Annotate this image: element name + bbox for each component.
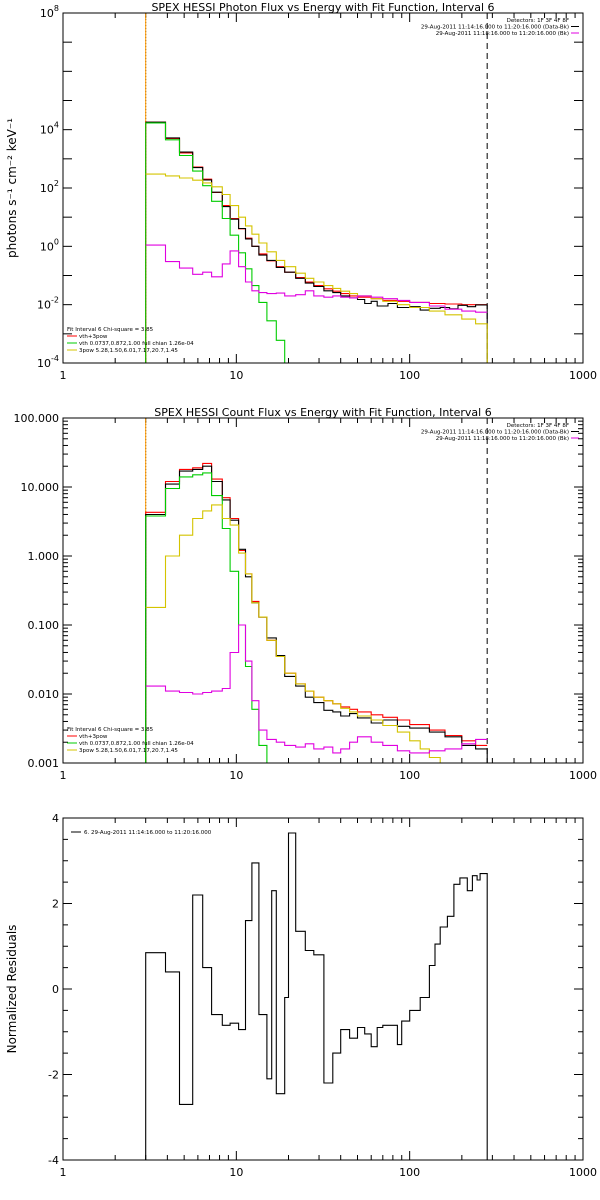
y-tick-label: 10-4: [37, 354, 59, 370]
y-tick-label: 100: [40, 237, 59, 253]
x-tick-label: 1000: [569, 769, 597, 782]
series-line-vth-3pow: [145, 121, 488, 363]
y-axis-label: photons s⁻¹ cm⁻² keV⁻¹: [5, 118, 19, 258]
y-axis-label: Normalized Residuals: [5, 925, 19, 1054]
y-tick-base: 10: [37, 357, 51, 370]
panel-1: SPEX HESSI Photon Flux vs Energy with Fi…: [5, 1, 597, 382]
y-tick-base: 10: [40, 124, 54, 137]
series-group: [145, 462, 488, 763]
series-line-data-bk: [145, 121, 488, 363]
y-tick-exponent: 2: [54, 179, 59, 188]
y-tick-label: 0.100: [28, 619, 60, 632]
y-tick-base: 10: [40, 7, 54, 20]
y-tick-label: 10-2: [37, 296, 59, 312]
legend-bottom-left-line: vth 0.0737,0.872,1.00 full chian 1.26e-0…: [79, 341, 194, 347]
plot-frame: [62, 817, 584, 1161]
series-line-residuals: [145, 832, 488, 1160]
y-tick-exponent: 8: [54, 4, 59, 13]
chart-title: SPEX HESSI Count Flux vs Energy with Fit…: [154, 406, 491, 419]
legend-bottom-left-line: 3pow 5.28,1.50,6.01,7.17,20.7,1.45: [79, 348, 178, 354]
x-tick-label: 1: [60, 369, 67, 382]
y-tick-label: 4: [52, 812, 59, 825]
series-line-vth-3pow: [145, 462, 488, 763]
y-tick-exponent: -4: [51, 354, 59, 363]
legend-top-right-line: 29-Aug-2011 11:14:16.000 to 11:20:16.000…: [421, 430, 569, 436]
x-tick-label: 1000: [569, 1166, 597, 1179]
legend-bottom-left-line: vth+3pow: [79, 334, 108, 340]
series-line-vth: [145, 472, 268, 763]
panel-3: 1 10 100 1000 -4 -2 0 2 4 Normalized Residuals 6. …: [5, 812, 597, 1179]
x-tick-label: 1: [60, 769, 67, 782]
x-tick-label: 10: [229, 369, 243, 382]
y-tick-label: 108: [40, 4, 59, 20]
y-tick-base: 10: [37, 299, 51, 312]
series-line-3pow: [145, 504, 441, 763]
x-tick-label: 10: [229, 769, 243, 782]
y-tick-label: 0.010: [28, 688, 60, 701]
plot-frame: [62, 12, 584, 364]
x-tick-label: 100: [399, 769, 420, 782]
series-line-bk: [145, 244, 488, 313]
plot-frame: [62, 417, 584, 764]
legend-bottom-left-line: Fit Interval 6 Chi-square = 3.85: [67, 327, 154, 333]
y-tick-label: 0.001: [28, 757, 60, 770]
legend-bottom-left-line: 3pow 5.28,1.50,6.01,7.17,20.7,1.45: [79, 748, 178, 754]
legend-top-right-line: Detectors: 1F 3F 4F 8F: [507, 423, 569, 429]
series-line-vth: [145, 122, 286, 363]
y-tick-label: 2: [52, 898, 59, 911]
panel-2: SPEX HESSI Count Flux vs Energy with Fit…: [14, 406, 598, 782]
x-tick-label: 100: [399, 369, 420, 382]
y-tick-base: 10: [40, 240, 54, 253]
y-tick-label: 10.000: [21, 481, 60, 494]
series-line-bk: [145, 624, 488, 754]
series-line-data-bk: [145, 465, 488, 763]
x-tick-label: 100: [399, 1166, 420, 1179]
legend-bottom-left-line: Fit Interval 6 Chi-square = 3.85: [67, 727, 154, 733]
y-tick-label: -4: [48, 1154, 59, 1167]
y-tick-label: 0: [52, 983, 59, 996]
series-group: [145, 832, 488, 1160]
legend-bottom-left-line: vth+3pow: [79, 734, 108, 740]
y-tick-label: 1.000: [28, 550, 60, 563]
y-tick-exponent: 0: [54, 237, 59, 246]
y-tick-label: 102: [40, 179, 59, 195]
y-tick-label: -2: [48, 1069, 59, 1082]
series-line-3pow: [145, 173, 488, 363]
x-tick-label: 1: [60, 1166, 67, 1179]
legend-top-right-line: 29-Aug-2011 11:18:16.000 to 11:20:16.000…: [436, 31, 569, 37]
chart-title: SPEX HESSI Photon Flux vs Energy with Fi…: [151, 1, 494, 14]
legend-top-left-text: 6. 29-Aug-2011 11:14:16.000 to 11:20:16.…: [84, 830, 212, 836]
x-tick-label: 10: [229, 1166, 243, 1179]
legend-top-right-line: 29-Aug-2011 11:14:16.000 to 11:20:16.000…: [421, 25, 569, 31]
x-tick-label: 1000: [569, 369, 597, 382]
legend-top-right-line: 29-Aug-2011 11:18:16.000 to 11:20:16.000…: [436, 436, 569, 442]
y-tick-label: 100.000: [14, 412, 60, 425]
legend-bottom-left-line: vth 0.0737,0.872,1.00 full chian 1.26e-0…: [79, 741, 194, 747]
y-tick-label: 104: [40, 121, 59, 137]
legend-top-right-line: Detectors: 1F 3F 4F 8F: [507, 18, 569, 24]
y-tick-exponent: -2: [51, 296, 59, 305]
y-tick-base: 10: [40, 182, 54, 195]
series-group: [145, 121, 488, 363]
y-tick-exponent: 4: [54, 121, 59, 130]
